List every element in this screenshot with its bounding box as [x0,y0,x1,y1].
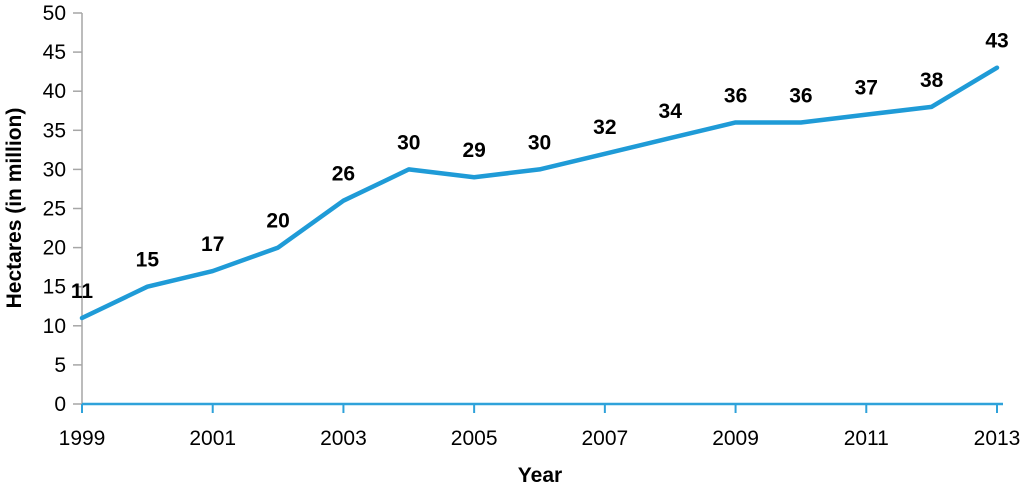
data-label: 15 [136,249,160,272]
data-label: 29 [462,139,485,162]
y-axis-tick-label: 10 [43,315,66,338]
y-axis-tick-label: 15 [43,276,66,299]
data-line [79,65,1000,321]
y-axis-tick-label: 50 [43,2,66,25]
data-label: 30 [528,131,551,154]
x-axis-title: Year [518,464,562,487]
y-axis-tick-label: 0 [54,393,66,416]
data-label: 30 [397,131,420,154]
x-axis-tick-label: 2007 [581,427,628,450]
y-axis-tick-label: 40 [43,80,66,103]
x-axis-tick-label: 2011 [844,427,889,450]
data-label: 20 [266,210,289,233]
y-axis-tick-label: 20 [43,237,66,260]
data-label: 38 [920,69,944,92]
y-axis-tick-label: 30 [43,158,66,181]
y-axis-tick-label: 35 [43,119,66,142]
y-axis-tick-label: 5 [54,354,66,377]
y-axis-tick-label: 25 [43,198,66,221]
data-label: 36 [724,84,747,107]
data-label: 11 [71,280,94,303]
x-axis-tick-label: 2005 [451,427,498,450]
data-label: 36 [789,84,812,107]
y-axis-title: Hectares (in million) [3,108,26,309]
data-label: 26 [332,163,355,186]
data-label: 32 [593,116,616,139]
data-label: 37 [855,77,878,100]
x-axis-tick-label: 2013 [974,427,1021,450]
x-axis-tick-label: 2003 [320,427,367,450]
data-labels-layer: 11 15 17 20 26 30 29 30 32 34 36 36 37 38 43 [71,30,1009,303]
x-axis-tick-label: 1999 [59,427,106,450]
data-label: 17 [201,233,224,256]
y-axis-tick-label: 45 [43,41,66,64]
axes-layer: 0 5 10 15 20 25 30 35 40 45 50 1999 2001 2003 2005 2007… [43,2,1021,450]
x-axis-tick-label: 2009 [712,427,759,450]
data-label: 43 [985,30,1008,53]
series-layer [79,65,1000,321]
x-axis-tick-label: 2001 [189,427,236,450]
data-label: 34 [659,100,683,123]
